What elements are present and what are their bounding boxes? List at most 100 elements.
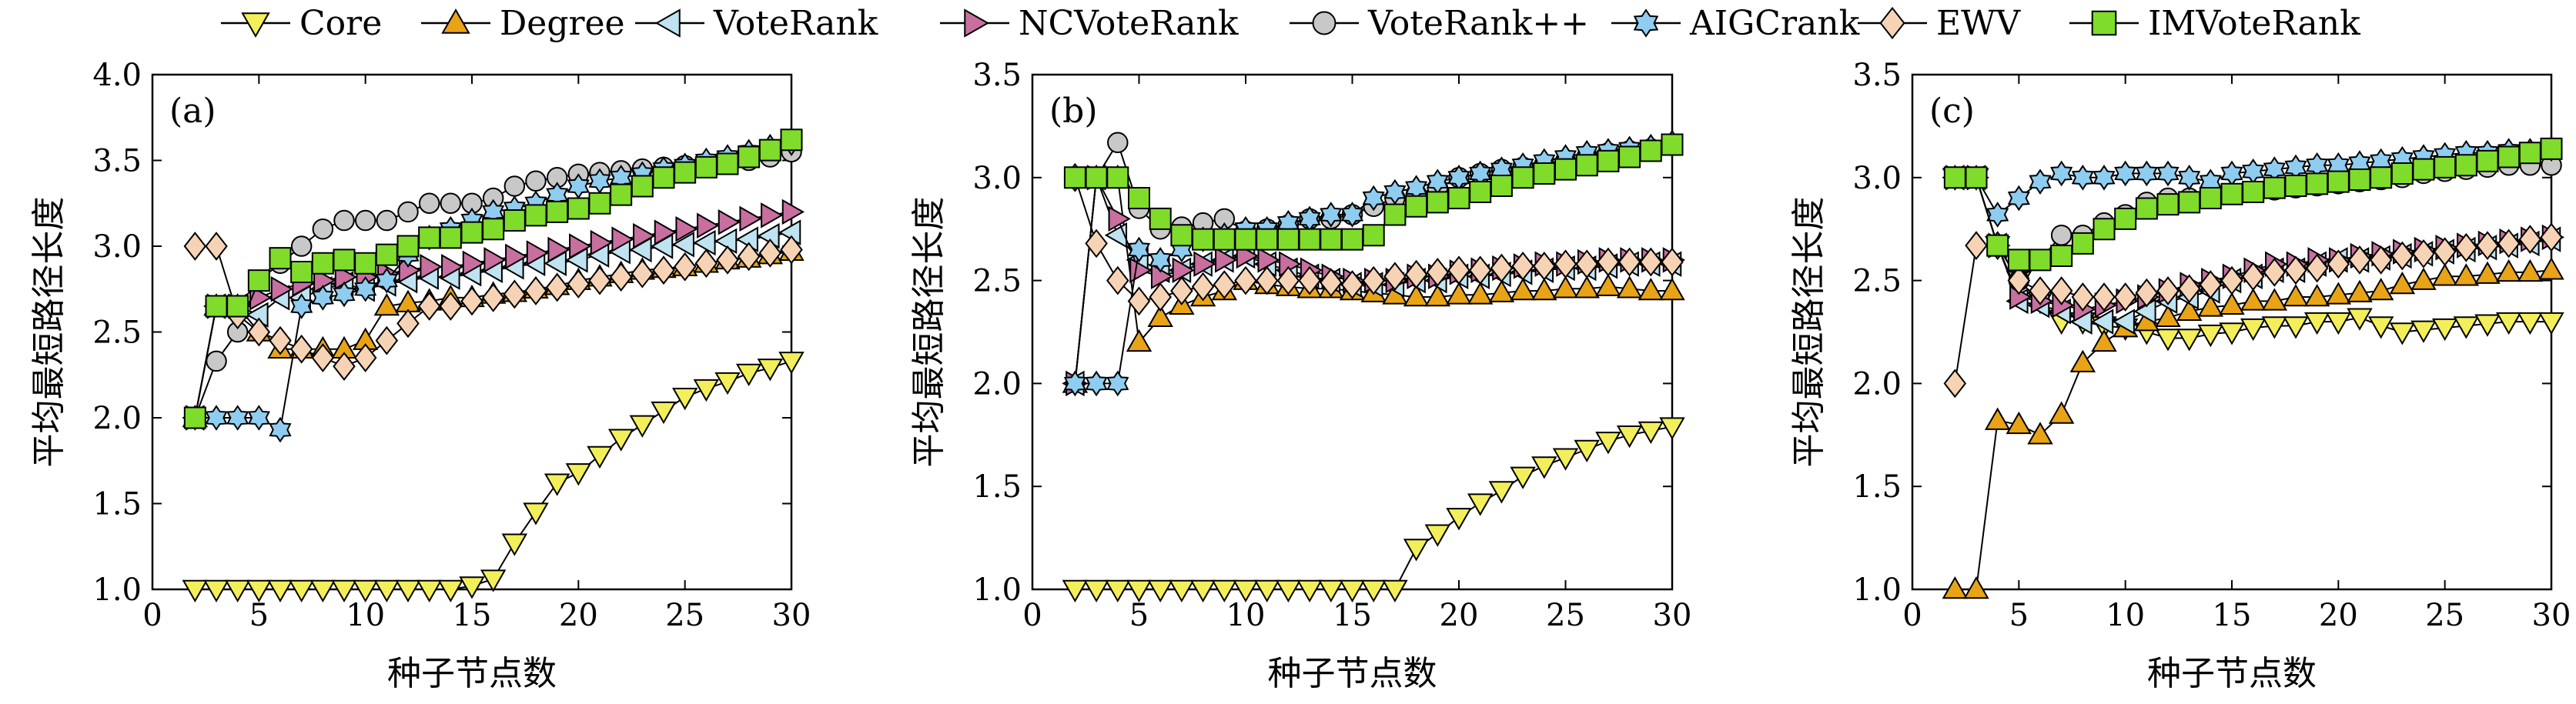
data-point-degree: [1446, 282, 1472, 305]
data-point-core: [1189, 579, 1216, 603]
data-point-core: [331, 579, 357, 603]
data-point-imvoterank: [1063, 166, 1086, 189]
data-point-imvoterank: [631, 175, 654, 198]
x-tick-label: 30: [1653, 598, 1692, 633]
data-point-aigcrank: [2178, 165, 2201, 191]
data-point-core: [2347, 308, 2373, 331]
x-axis-label: 种子节点数: [2147, 654, 2317, 693]
legend-item-degree: Degree: [421, 4, 625, 43]
y-tick-label: 3.5: [1852, 58, 1902, 93]
data-point-imvoterank: [1965, 166, 1988, 189]
data-point-degree: [2538, 257, 2564, 280]
data-point-ewv: [758, 239, 782, 268]
data-point-voterankplusplus: [418, 192, 440, 214]
data-point-voterank: [693, 229, 716, 256]
data-point-ewv: [737, 242, 761, 272]
data-point-imvoterank: [1085, 166, 1108, 189]
data-point-degree: [1424, 283, 1451, 307]
data-point-degree: [2283, 283, 2309, 307]
data-point-degree: [2347, 279, 2373, 302]
legend-label: Degree: [500, 4, 625, 43]
data-point-core: [1318, 579, 1344, 603]
data-point-imvoterank: [546, 200, 569, 223]
data-point-ewv: [1965, 231, 1988, 260]
data-point-imvoterank: [1234, 228, 1257, 251]
data-point-ewv: [2305, 253, 2329, 283]
data-point-imvoterank: [439, 226, 462, 249]
legend-item-voterankplusplus: VoteRank++: [1290, 4, 1589, 43]
data-point-aigcrank: [2029, 168, 2052, 195]
data-point-imvoterank: [1554, 158, 1577, 181]
y-tick-label: 4.0: [92, 58, 142, 93]
legend-marker-degree: [441, 8, 470, 34]
data-point-degree: [1595, 273, 1621, 296]
data-point-degree: [1616, 275, 1643, 299]
data-point-degree: [2389, 271, 2416, 295]
x-tick-label: 20: [2319, 598, 2358, 633]
y-tick-label: 2.0: [972, 366, 1022, 402]
data-point-core: [288, 579, 315, 603]
data-point-imvoterank: [780, 128, 803, 152]
x-tick-label: 5: [249, 598, 269, 633]
data-point-ewv: [333, 352, 356, 381]
data-point-imvoterank: [2178, 191, 2201, 214]
data-point-core: [1616, 425, 1643, 449]
data-point-ewv: [2412, 239, 2435, 269]
data-point-imvoterank: [1986, 234, 2009, 257]
data-point-core: [523, 502, 549, 525]
y-tick-label: 1.0: [972, 572, 1022, 608]
legend-label: VoteRank++: [1367, 4, 1589, 43]
data-point-imvoterank: [1320, 228, 1343, 251]
data-point-ewv: [2199, 270, 2223, 299]
data-point-imvoterank: [2093, 218, 2116, 241]
data-point-degree: [2197, 294, 2224, 317]
series-ewv: [1063, 162, 1684, 316]
data-point-imvoterank: [2050, 244, 2073, 267]
data-point-imvoterank: [1276, 228, 1300, 251]
data-point-imvoterank: [1533, 162, 1556, 185]
data-point-ewv: [503, 279, 527, 309]
data-point-core: [565, 463, 592, 486]
data-point-ewv: [1554, 249, 1577, 279]
data-point-core: [2517, 312, 2544, 335]
data-point-core: [757, 359, 784, 382]
legend-marker-ewv: [1879, 6, 1905, 40]
data-point-aigcrank: [2135, 160, 2158, 187]
data-point-core: [2325, 312, 2352, 335]
y-tick-label: 3.0: [972, 161, 1022, 196]
data-point-ewv: [311, 343, 335, 372]
data-point-aigcrank: [2156, 160, 2180, 187]
data-point-ewv: [2135, 278, 2159, 308]
data-point-imvoterank: [2412, 158, 2435, 181]
data-point-aigcrank: [1063, 370, 1086, 397]
y-tick-label: 1.5: [972, 469, 1022, 505]
data-point-ewv: [2177, 274, 2201, 304]
data-point-ncvoterank: [675, 215, 698, 242]
data-point-aigcrank: [311, 285, 334, 311]
data-point-ewv: [1661, 247, 1684, 277]
data-point-ewv: [2433, 237, 2457, 267]
data-point-core: [2495, 312, 2522, 335]
data-point-imvoterank: [694, 155, 718, 179]
data-point-imvoterank: [1128, 187, 1150, 210]
panel-label: (b): [1049, 92, 1098, 131]
data-point-voterankplusplus: [206, 350, 227, 372]
data-point-ncvoterank: [781, 199, 805, 225]
data-point-aigcrank: [354, 275, 377, 302]
data-point-ncvoterank: [611, 226, 634, 252]
data-point-imvoterank: [482, 218, 505, 241]
data-point-ewv: [1255, 265, 1279, 295]
data-point-imvoterank: [1170, 224, 1193, 247]
data-point-degree: [1963, 576, 1989, 599]
data-point-voterank: [2133, 299, 2156, 325]
data-point-ewv: [2284, 255, 2307, 285]
data-point-ewv: [2071, 282, 2095, 312]
data-point-core: [480, 569, 507, 592]
data-point-degree: [1467, 282, 1494, 305]
data-point-voterankplusplus: [525, 170, 547, 192]
data-point-aigcrank: [205, 405, 228, 431]
data-point-degree: [2431, 263, 2458, 286]
data-point-degree: [2048, 401, 2075, 424]
data-point-aigcrank: [1340, 202, 1364, 228]
data-point-voterank: [714, 228, 738, 255]
